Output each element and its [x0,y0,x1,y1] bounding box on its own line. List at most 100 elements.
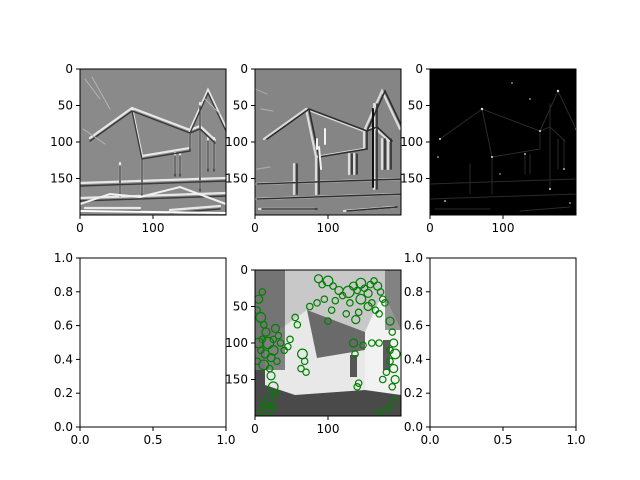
y-tick-label: 0.4 [54,352,73,366]
keypoint-marker [389,396,399,407]
keypoint-marker [286,335,294,344]
axes-empty-left: 0.0 0.5 1.0 0.0 0.2 0.4 0.6 0.8 1.0 [54,251,236,447]
x-tick-label: 1.0 [216,433,235,447]
y-tick-label: 0.2 [54,386,73,400]
keypoint-marker [297,364,305,373]
keypoint-marker [270,323,281,334]
y-tick-label: 150 [50,172,73,186]
x-tick-label: 0.0 [420,433,439,447]
keypoint-marker [353,286,362,295]
y-tick-label: 0 [240,62,248,76]
keypoint-marker [375,339,383,347]
y-tick-label: 100 [50,135,73,149]
x-tick-label: 0 [251,221,259,235]
keypoint-marker [284,342,292,351]
y-tick-label: 0.2 [404,386,423,400]
keypoint-marker [266,352,276,363]
keypoint-marker [346,299,354,307]
plot-area-empty-right [430,258,576,427]
keypoint-marker [255,294,264,304]
y-tick-label: 1.0 [54,251,73,265]
y-tick-label: 0.6 [54,319,73,333]
keypoint-marker [300,357,309,366]
panel-empty-left [80,258,226,427]
keypoint-marker [378,375,387,384]
keypoint-marker [384,404,392,413]
image-corner-response [430,69,576,215]
keypoints-layer [255,274,401,416]
keypoint-marker [274,331,283,340]
axes-keypoints-overlay: 0 100 0 50 100 150 [225,263,402,436]
y-tick-label: 0.4 [404,352,423,366]
keypoint-marker [381,299,389,307]
axes-vertical-gradient: 0 100 0 50 100 150 [225,62,402,235]
keypoint-marker [389,363,399,374]
keypoint-marker [390,374,400,385]
keypoint-marker [389,338,399,348]
keypoint-marker [367,339,376,347]
keypoint-marker [348,338,359,348]
keypoint-marker [327,306,336,314]
keypoint-marker [375,309,383,318]
panel-keypoints-overlay [255,270,401,416]
keypoint-marker [376,288,385,296]
keypoint-marker [291,313,299,322]
keypoint-marker [255,306,262,314]
keypoint-marker [269,335,278,344]
keypoint-marker [276,339,285,347]
keypoint-marker [305,302,314,311]
keypoint-marker [329,282,337,290]
y-tick-label: 50 [233,99,248,113]
keypoint-marker [386,357,394,366]
keypoint-marker [293,320,302,329]
panel-vertical-gradient [255,69,401,215]
keypoint-marker [342,309,351,318]
keypoint-marker [273,357,281,366]
plot-area-empty-left [80,258,226,427]
y-tick-label: 1.0 [404,251,423,265]
keypoint-marker [322,275,334,287]
y-tick-label: 0.6 [404,319,423,333]
keypoint-marker [258,288,267,296]
keypoint-marker [353,382,362,391]
keypoint-marker [324,317,332,325]
y-tick-label: 150 [225,373,248,387]
axes-empty-right: 0.0 0.5 1.0 0.0 0.2 0.4 0.6 0.8 1.0 [404,251,586,447]
keypoint-marker [313,299,321,307]
y-tick-label: 50 [408,99,423,113]
x-tick-label: 0.5 [143,433,162,447]
panel-corner-response [430,69,576,215]
y-tick-label: 0.8 [404,285,423,299]
keypoint-marker [320,295,329,304]
keypoint-marker [331,296,340,305]
keypoint-marker [389,348,401,360]
keypoint-marker [354,308,363,317]
x-tick-label: 0 [76,221,84,235]
y-tick-label: 150 [400,172,423,186]
keypoint-marker [367,299,376,307]
keypoint-marker [388,382,397,391]
y-tick-label: 0.0 [404,420,423,434]
keypoint-marker [359,341,367,350]
x-tick-label: 100 [317,422,340,436]
keypoint-marker [263,395,273,405]
keypoint-marker [266,371,276,381]
axes-horizontal-gradient: 0 100 0 50 100 150 [50,62,227,235]
keypoint-marker [351,315,361,325]
keypoint-marker [363,288,373,298]
y-tick-label: 100 [225,336,248,350]
keypoint-marker [382,368,391,377]
y-tick-label: 50 [58,99,73,113]
image-vertical-gradient [255,69,401,215]
y-tick-label: 0 [240,263,248,277]
keypoint-marker [385,316,395,326]
panel-empty-right [430,258,576,427]
y-tick-label: 0 [415,62,423,76]
keypoint-marker [261,327,271,337]
x-tick-label: 0.0 [70,433,89,447]
x-tick-label: 100 [317,221,340,235]
image-horizontal-gradient [80,69,226,215]
y-tick-label: 150 [225,172,248,186]
